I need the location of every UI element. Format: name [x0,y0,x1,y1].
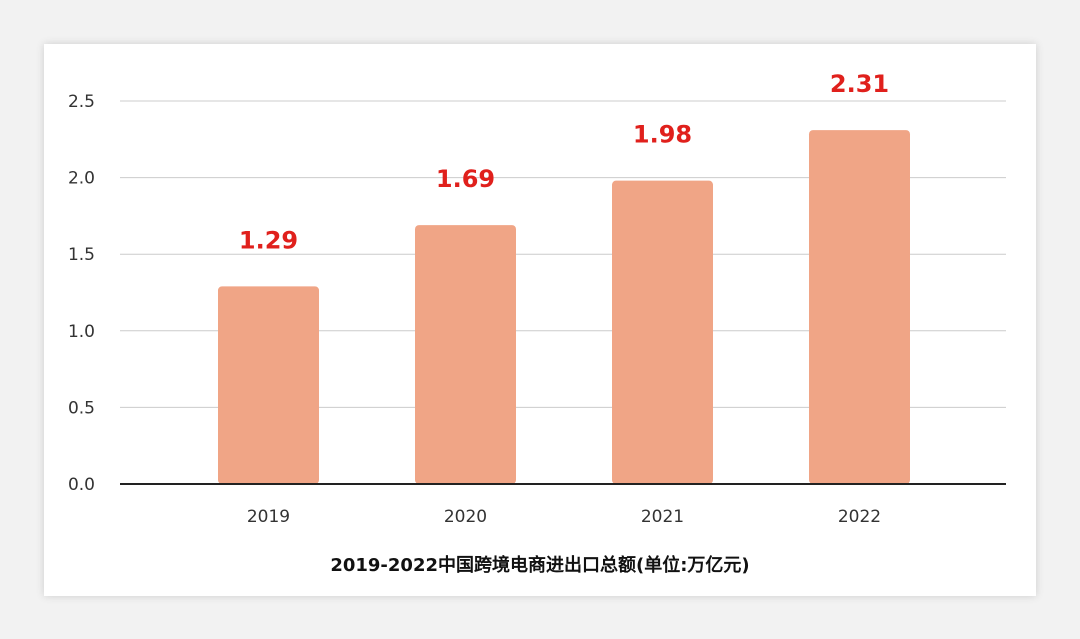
data-label-2021: 1.98 [633,121,692,149]
y-tick-label: 1.0 [68,322,95,342]
x-tick-label: 2020 [444,507,487,527]
data-label-2022: 2.31 [830,70,889,98]
y-tick-label: 0.0 [68,475,95,495]
bars [218,130,910,485]
x-tick-label: 2021 [641,507,684,527]
chart-title: 2019-2022中国跨境电商进出口总额(单位:万亿元) [330,554,749,576]
bar-2019 [218,286,319,484]
y-axis-ticks: 0.0 0.5 1.0 1.5 2.0 2.5 [68,92,95,495]
x-axis-ticks: 2019 2020 2021 2022 [247,507,881,527]
y-tick-label: 2.5 [68,92,95,112]
y-tick-label: 0.5 [68,398,95,418]
bar-2020 [415,225,516,485]
data-label-2020: 1.69 [436,165,495,193]
x-tick-label: 2019 [247,507,290,527]
x-tick-label: 2022 [838,507,881,527]
data-label-2019: 1.29 [239,226,298,254]
bar-2022 [809,130,910,484]
data-labels: 1.29 1.69 1.98 2.31 [239,70,889,254]
bar-2021 [612,180,713,484]
y-tick-label: 2.0 [68,169,95,189]
y-tick-label: 1.5 [68,245,95,265]
